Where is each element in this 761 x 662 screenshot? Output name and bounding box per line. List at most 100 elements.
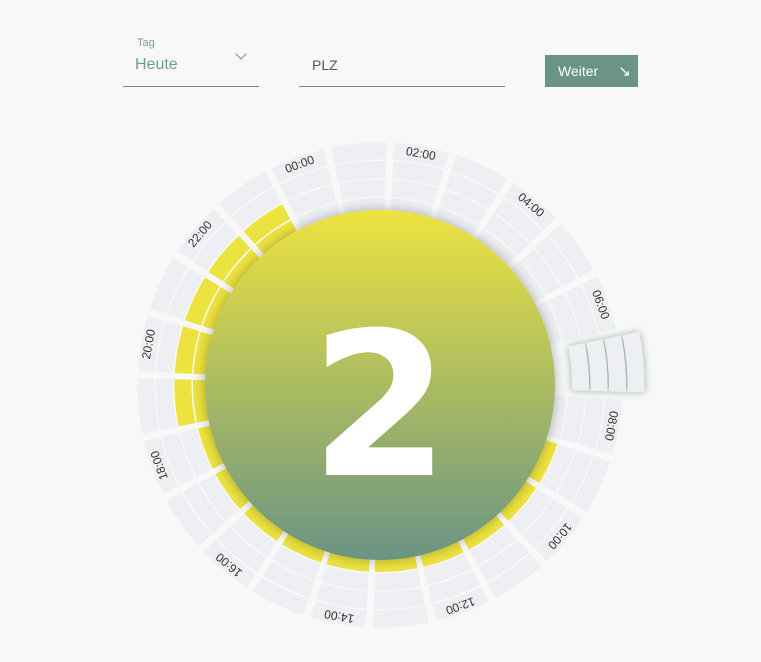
filled-cell[interactable] <box>460 512 505 550</box>
empty-cell[interactable] <box>167 267 204 320</box>
filled-cell[interactable] <box>174 379 196 427</box>
empty-cell[interactable] <box>287 185 337 217</box>
empty-cell[interactable] <box>334 161 387 183</box>
empty-cell[interactable] <box>423 553 473 585</box>
hour-label-cell[interactable] <box>432 586 489 621</box>
empty-cell[interactable] <box>565 284 598 338</box>
empty-cell[interactable] <box>338 179 386 201</box>
empty-cell[interactable] <box>560 396 586 444</box>
hour-label-cell[interactable] <box>271 149 328 184</box>
empty-cell[interactable] <box>156 321 182 373</box>
empty-cell[interactable] <box>374 569 422 591</box>
empty-cell[interactable] <box>192 222 238 272</box>
empty-cell[interactable] <box>392 161 444 187</box>
day-select[interactable]: Tag Heute <box>123 36 259 87</box>
filled-cell[interactable] <box>244 501 287 542</box>
hour-segment-5[interactable] <box>507 223 594 305</box>
empty-cell[interactable] <box>231 187 282 231</box>
hour-label-cell[interactable] <box>177 208 226 261</box>
empty-cell[interactable] <box>520 248 561 296</box>
empty-cell[interactable] <box>572 456 611 513</box>
empty-cell[interactable] <box>483 213 530 256</box>
empty-cell[interactable] <box>331 142 387 165</box>
empty-cell[interactable] <box>296 203 341 233</box>
empty-cell[interactable] <box>439 190 488 225</box>
hour-segment-10[interactable]: 10:00 <box>496 478 583 562</box>
filled-cell[interactable] <box>282 529 327 563</box>
empty-cell[interactable] <box>262 561 315 598</box>
empty-cell[interactable] <box>373 605 429 628</box>
hour-segment-11[interactable] <box>460 512 542 599</box>
empty-cell[interactable] <box>532 301 562 346</box>
empty-cell[interactable] <box>149 257 188 314</box>
empty-cell[interactable] <box>509 488 552 535</box>
hour-segment-20[interactable]: 20:00 <box>137 315 218 375</box>
hour-segment-13[interactable] <box>373 551 429 628</box>
empty-cell[interactable] <box>578 397 604 449</box>
empty-cell[interactable] <box>272 545 321 580</box>
hour-segment-9[interactable] <box>524 438 611 513</box>
empty-cell[interactable] <box>556 450 593 503</box>
hour-segment-1[interactable] <box>331 142 387 219</box>
filled-cell[interactable] <box>208 235 251 282</box>
hour-segment-15[interactable] <box>252 529 327 616</box>
empty-cell[interactable] <box>487 553 542 599</box>
hour-segment-23[interactable] <box>218 171 300 258</box>
hour-label-cell[interactable] <box>203 539 256 588</box>
empty-cell[interactable] <box>540 444 575 493</box>
empty-cell[interactable] <box>433 207 478 241</box>
filled-cell[interactable] <box>419 537 464 567</box>
hour-label-cell[interactable] <box>504 182 557 231</box>
empty-cell[interactable] <box>586 339 608 392</box>
empty-cell[interactable] <box>321 565 369 591</box>
empty-cell[interactable] <box>427 570 481 603</box>
filled-cell[interactable] <box>243 204 291 245</box>
empty-cell[interactable] <box>373 587 426 609</box>
empty-cell[interactable] <box>548 292 580 342</box>
empty-cell[interactable] <box>316 583 368 609</box>
hour-segment-19[interactable] <box>137 378 214 434</box>
empty-cell[interactable] <box>217 527 267 573</box>
empty-cell[interactable] <box>230 514 277 557</box>
hour-label-cell[interactable] <box>581 276 616 333</box>
empty-cell[interactable] <box>604 335 626 392</box>
hour-segment-2[interactable]: 02:00 <box>390 142 450 223</box>
hour-segment-4[interactable]: 04:00 <box>473 182 557 269</box>
hour-segment-17[interactable] <box>166 465 253 547</box>
empty-cell[interactable] <box>548 223 594 278</box>
hour-label-cell[interactable] <box>144 437 179 494</box>
hour-segment-22[interactable]: 22:00 <box>177 208 264 292</box>
empty-cell[interactable] <box>137 378 160 434</box>
filled-cell[interactable] <box>496 478 537 521</box>
empty-cell[interactable] <box>166 492 212 547</box>
hour-segment-7[interactable] <box>568 331 645 393</box>
hour-label-cell[interactable] <box>310 601 367 628</box>
empty-cell[interactable] <box>469 525 517 566</box>
plz-input[interactable]: PLZ <box>299 36 505 87</box>
empty-cell[interactable] <box>507 260 545 305</box>
filled-cell[interactable] <box>198 424 228 469</box>
filled-cell[interactable] <box>174 326 200 374</box>
empty-cell[interactable] <box>522 498 568 548</box>
empty-cell[interactable] <box>199 474 240 522</box>
filled-cell[interactable] <box>202 287 236 332</box>
empty-cell[interactable] <box>218 171 273 217</box>
filled-cell[interactable] <box>215 465 253 510</box>
empty-cell[interactable] <box>451 154 508 193</box>
empty-cell[interactable] <box>180 428 212 478</box>
hour-label-cell[interactable] <box>393 142 450 169</box>
hour-label-cell[interactable] <box>596 398 623 455</box>
empty-cell[interactable] <box>279 167 333 200</box>
filled-cell[interactable] <box>185 277 220 326</box>
filled-cell[interactable] <box>223 249 264 292</box>
hour-segment-6[interactable]: 06:00 <box>532 276 616 346</box>
empty-cell[interactable] <box>391 179 439 205</box>
empty-cell[interactable] <box>568 342 589 391</box>
empty-cell[interactable] <box>162 432 195 486</box>
empty-cell[interactable] <box>156 378 178 431</box>
hour-label-cell[interactable] <box>534 509 583 562</box>
hour-label-cell[interactable] <box>137 315 164 372</box>
filled-cell[interactable] <box>255 220 300 258</box>
hour-segment-3[interactable] <box>433 154 508 241</box>
